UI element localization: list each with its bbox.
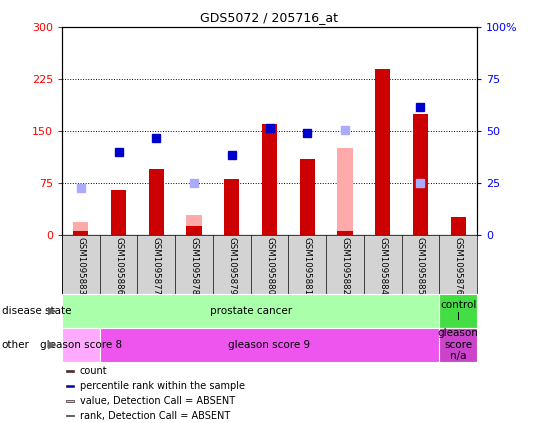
Text: prostate cancer: prostate cancer: [210, 306, 292, 316]
Bar: [451, 217, 466, 235]
Text: GSM1095878: GSM1095878: [190, 236, 198, 295]
Text: GSM1095882: GSM1095882: [341, 236, 349, 295]
Text: GSM1095879: GSM1095879: [227, 236, 236, 294]
Text: disease state: disease state: [2, 306, 71, 316]
Text: count: count: [80, 366, 107, 376]
Text: percentile rank within the sample: percentile rank within the sample: [80, 381, 245, 391]
Text: other: other: [2, 340, 30, 350]
Text: GSM1095883: GSM1095883: [77, 236, 85, 295]
Bar: [337, 231, 353, 235]
Bar: [337, 148, 353, 235]
Bar: [439, 294, 477, 328]
Bar: [62, 294, 439, 328]
Text: GDS5072 / 205716_at: GDS5072 / 205716_at: [201, 11, 338, 24]
Bar: [66, 385, 74, 387]
Text: GSM1095877: GSM1095877: [152, 236, 161, 295]
Text: ▶: ▶: [48, 340, 57, 350]
Bar: [66, 370, 74, 372]
Bar: [413, 114, 428, 235]
Text: gleason
score
n/a: gleason score n/a: [438, 328, 479, 361]
Bar: [439, 328, 477, 362]
Text: ▶: ▶: [48, 306, 57, 316]
Bar: [100, 328, 439, 362]
Bar: [375, 69, 390, 235]
Bar: [224, 179, 239, 235]
Bar: [149, 169, 164, 235]
Bar: [300, 159, 315, 235]
Text: GSM1095886: GSM1095886: [114, 236, 123, 295]
Bar: [66, 415, 74, 417]
Bar: [186, 226, 202, 235]
Bar: [62, 328, 100, 362]
Bar: [111, 190, 126, 235]
Text: gleason score 9: gleason score 9: [229, 340, 310, 350]
Bar: [73, 222, 88, 235]
Text: GSM1095880: GSM1095880: [265, 236, 274, 295]
Text: gleason score 8: gleason score 8: [40, 340, 122, 350]
Text: GSM1095885: GSM1095885: [416, 236, 425, 295]
Bar: [66, 400, 74, 402]
Text: value, Detection Call = ABSENT: value, Detection Call = ABSENT: [80, 396, 235, 406]
Text: GSM1095876: GSM1095876: [454, 236, 462, 295]
Text: GSM1095881: GSM1095881: [303, 236, 312, 295]
Bar: [73, 231, 88, 235]
Bar: [186, 215, 202, 235]
Text: GSM1095884: GSM1095884: [378, 236, 387, 295]
Bar: [262, 124, 277, 235]
Text: control
l: control l: [440, 300, 476, 322]
Text: rank, Detection Call = ABSENT: rank, Detection Call = ABSENT: [80, 411, 230, 420]
